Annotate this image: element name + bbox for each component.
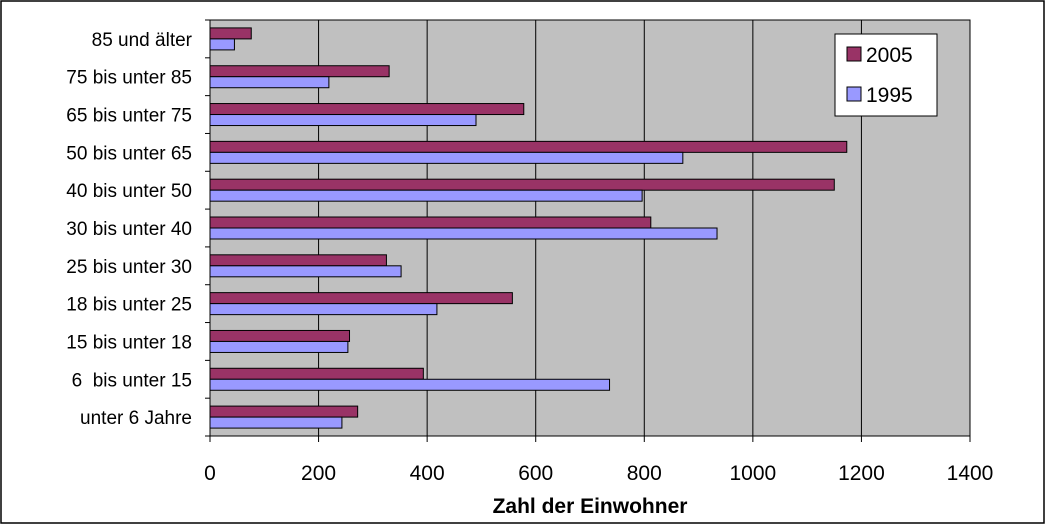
bar-2005-8	[209, 103, 525, 116]
x-tick-label: 200	[301, 462, 336, 485]
bar-2005-6	[209, 178, 835, 191]
legend-swatch-2005	[846, 46, 862, 62]
bar-1995-9	[209, 76, 330, 89]
bar-2005-7	[209, 140, 848, 153]
category-label: 30 bis unter 40	[66, 219, 192, 240]
bar-2005-1	[209, 367, 424, 380]
bar-2005-9	[209, 65, 390, 78]
x-tick-label: 1400	[947, 462, 994, 485]
tick-labels: 0 200 400 600 800 1000 1200 1400	[204, 462, 993, 485]
x-tick-label: 0	[204, 462, 216, 485]
bar-2005-5	[209, 216, 652, 229]
category-label: 18 bis unter 25	[66, 295, 192, 316]
category-label: 6 bis unter 15	[72, 370, 192, 391]
legend-swatch-1995	[846, 86, 862, 102]
category-label: 50 bis unter 65	[66, 143, 192, 164]
bar-2005-3	[209, 292, 513, 305]
bar-1995-1	[209, 378, 611, 391]
category-labels: unter 6 Jahre 6 bis unter 15 15 bis unter …	[66, 30, 192, 429]
category-label: unter 6 Jahre	[80, 408, 192, 429]
bar-2005-0	[209, 405, 359, 418]
bar-1995-5	[209, 227, 718, 240]
category-label: 85 und älter	[92, 30, 193, 51]
x-axis-title: Zahl der Einwohner	[493, 495, 688, 518]
legend-label-1995: 1995	[866, 84, 913, 107]
x-tick-label: 600	[518, 462, 553, 485]
legend-items: 2005 1995	[846, 44, 913, 107]
category-label: 40 bis unter 50	[66, 181, 192, 202]
bar-1995-4	[209, 265, 402, 278]
category-label: 75 bis unter 85	[66, 68, 192, 89]
x-tick-label: 800	[627, 462, 662, 485]
bar-2005-4	[209, 254, 387, 267]
category-label: 25 bis unter 30	[66, 257, 192, 278]
bar-1995-2	[209, 340, 349, 353]
legend: 2005 1995	[834, 33, 938, 117]
bar-2005-2	[209, 329, 351, 342]
bar-2005-10	[209, 27, 252, 40]
axes	[205, 19, 971, 442]
x-tick-label: 1200	[838, 462, 885, 485]
bar-1995-0	[209, 416, 343, 429]
legend-label-2005: 2005	[866, 44, 913, 67]
bar-1995-8	[209, 114, 477, 127]
bar-1995-7	[209, 151, 684, 164]
bar-1995-6	[209, 189, 643, 202]
x-tick-label: 400	[410, 462, 445, 485]
category-label: 15 bis unter 18	[66, 332, 192, 353]
bar-1995-10	[209, 38, 235, 51]
category-label: 65 bis unter 75	[66, 106, 192, 127]
bar-1995-3	[209, 303, 438, 316]
x-tick-label: 1000	[729, 462, 776, 485]
